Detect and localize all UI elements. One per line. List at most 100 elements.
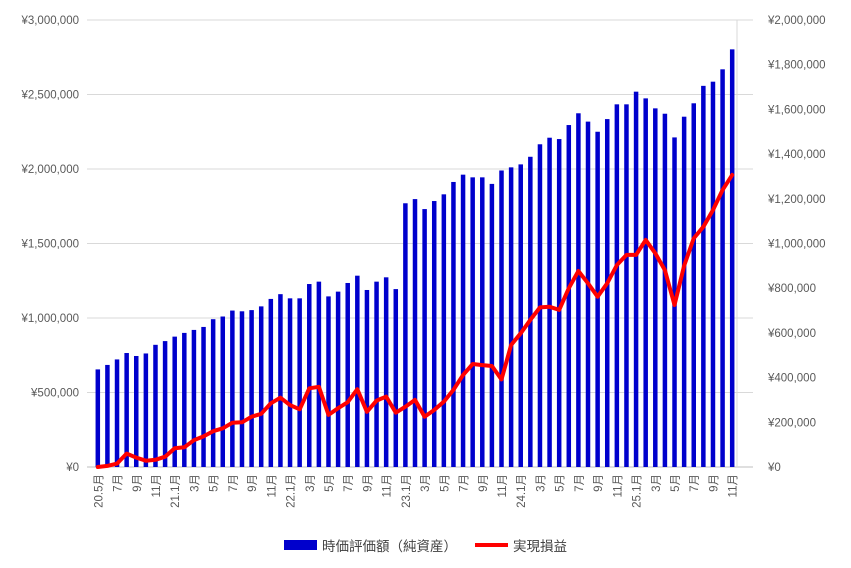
x-axis-tick-label: 25.1月 <box>632 474 644 508</box>
bar <box>355 275 360 467</box>
bar <box>114 359 120 467</box>
bar <box>287 298 293 467</box>
x-axis-tick-label: 23.1月 <box>401 474 413 508</box>
bar <box>499 170 504 468</box>
bar <box>585 121 591 468</box>
bar <box>383 277 389 467</box>
bar <box>614 104 620 468</box>
legend: 時価評価額（純資産） 実現損益 <box>0 534 851 556</box>
x-axis-tick-label: 3月 <box>305 474 317 492</box>
bar <box>681 116 687 468</box>
x-axis-tick-label: 7月 <box>459 474 471 492</box>
left-axis-tick-label: ¥2,000,000 <box>20 164 79 176</box>
bar <box>720 69 725 467</box>
right-axis-tick-label: ¥0 <box>767 462 781 474</box>
x-axis-tick-label: 7月 <box>689 474 701 492</box>
bar <box>556 139 562 467</box>
bar <box>162 341 168 467</box>
x-axis-tick-label: 11月 <box>382 474 394 497</box>
bar <box>412 199 418 467</box>
bar <box>633 91 639 467</box>
bar <box>653 108 658 468</box>
left-axis-tick-label: ¥2,500,000 <box>20 90 79 102</box>
x-axis-tick-label: 11月 <box>151 474 163 497</box>
x-axis-tick-label: 7月 <box>228 474 240 492</box>
bar <box>210 319 216 467</box>
right-axis-labels: ¥0 ¥200,000 ¥400,000 ¥600,000 ¥800,000 ¥1,000… <box>767 15 826 474</box>
bar <box>691 103 696 467</box>
bar <box>643 98 648 468</box>
bar <box>134 355 139 467</box>
bar-series <box>95 49 735 468</box>
left-axis-tick-label: ¥500,000 <box>30 388 79 400</box>
right-axis-tick-label: ¥800,000 <box>767 283 816 295</box>
gridlines <box>87 19 753 468</box>
line-series-swatch <box>475 543 508 547</box>
bar <box>153 344 158 467</box>
bar <box>604 119 610 468</box>
legend-item-realized-profit: 実現損益 <box>475 535 567 555</box>
bar <box>124 353 129 467</box>
x-axis-tick-label: 3月 <box>189 474 201 492</box>
x-axis-tick-label: 5月 <box>439 474 451 492</box>
realized-profit-line <box>95 172 735 469</box>
bar <box>403 203 408 467</box>
x-axis-tick-label: 11月 <box>266 474 278 497</box>
bar <box>105 364 110 467</box>
bar <box>518 164 523 468</box>
bar <box>239 311 245 467</box>
x-axis-tick-label: 9月 <box>132 474 144 492</box>
bar <box>662 113 668 467</box>
bar <box>431 201 437 467</box>
bar <box>595 131 600 467</box>
bar <box>307 284 312 467</box>
right-axis-tick-label: ¥1,800,000 <box>767 60 826 72</box>
x-axis-tick-label: 7月 <box>113 474 125 492</box>
x-axis-tick-label: 7月 <box>574 474 586 492</box>
left-axis-tick-label: ¥3,000,000 <box>20 15 79 27</box>
bar <box>326 296 331 467</box>
bar-series-label: 時価評価額（純資産） <box>322 539 457 554</box>
legend-item-market-value: 時価評価額（純資産） <box>284 535 457 555</box>
bar <box>278 294 283 467</box>
bar <box>441 194 447 467</box>
bar <box>268 298 274 467</box>
x-axis-tick-label: 24.1月 <box>516 474 528 508</box>
x-axis-tick-label: 11月 <box>612 474 624 497</box>
bar <box>710 81 716 467</box>
bar <box>374 281 379 467</box>
bar <box>182 332 187 467</box>
right-axis-tick-label: ¥200,000 <box>767 417 816 429</box>
left-axis-tick-label: ¥1,000,000 <box>20 313 79 325</box>
x-axis-tick-label: 3月 <box>535 474 547 492</box>
x-axis-tick-label: 11月 <box>497 474 509 497</box>
bar <box>220 316 226 467</box>
bar <box>470 177 475 467</box>
x-axis-tick-label: 5月 <box>555 474 567 492</box>
right-axis-tick-label: ¥1,400,000 <box>767 149 826 161</box>
left-axis-tick-label: ¥0 <box>65 462 79 474</box>
bar <box>508 167 514 467</box>
bar <box>460 174 466 468</box>
bar <box>528 156 533 468</box>
bar <box>480 177 485 467</box>
x-axis-tick-label: 22.1月 <box>286 474 298 508</box>
right-axis-tick-label: ¥1,200,000 <box>767 194 826 206</box>
x-axis-tick-label: 21.1月 <box>170 474 182 508</box>
x-axis-tick-label: 20.5月 <box>93 474 105 508</box>
bar <box>729 49 735 468</box>
right-axis-tick-label: ¥1,600,000 <box>767 104 826 116</box>
x-axis-tick-label: 3月 <box>651 474 663 492</box>
x-axis-tick-label: 5月 <box>209 474 221 492</box>
x-axis-tick-label: 9月 <box>593 474 605 492</box>
x-axis-tick-label: 7月 <box>343 474 355 492</box>
bar <box>316 281 322 467</box>
x-axis-tick-label: 5月 <box>670 474 682 492</box>
right-axis-tick-label: ¥400,000 <box>767 373 816 385</box>
bar <box>364 289 370 467</box>
bar <box>258 306 264 467</box>
bar <box>201 326 206 467</box>
bar <box>451 181 456 467</box>
bar <box>393 289 399 467</box>
bar <box>345 282 350 467</box>
